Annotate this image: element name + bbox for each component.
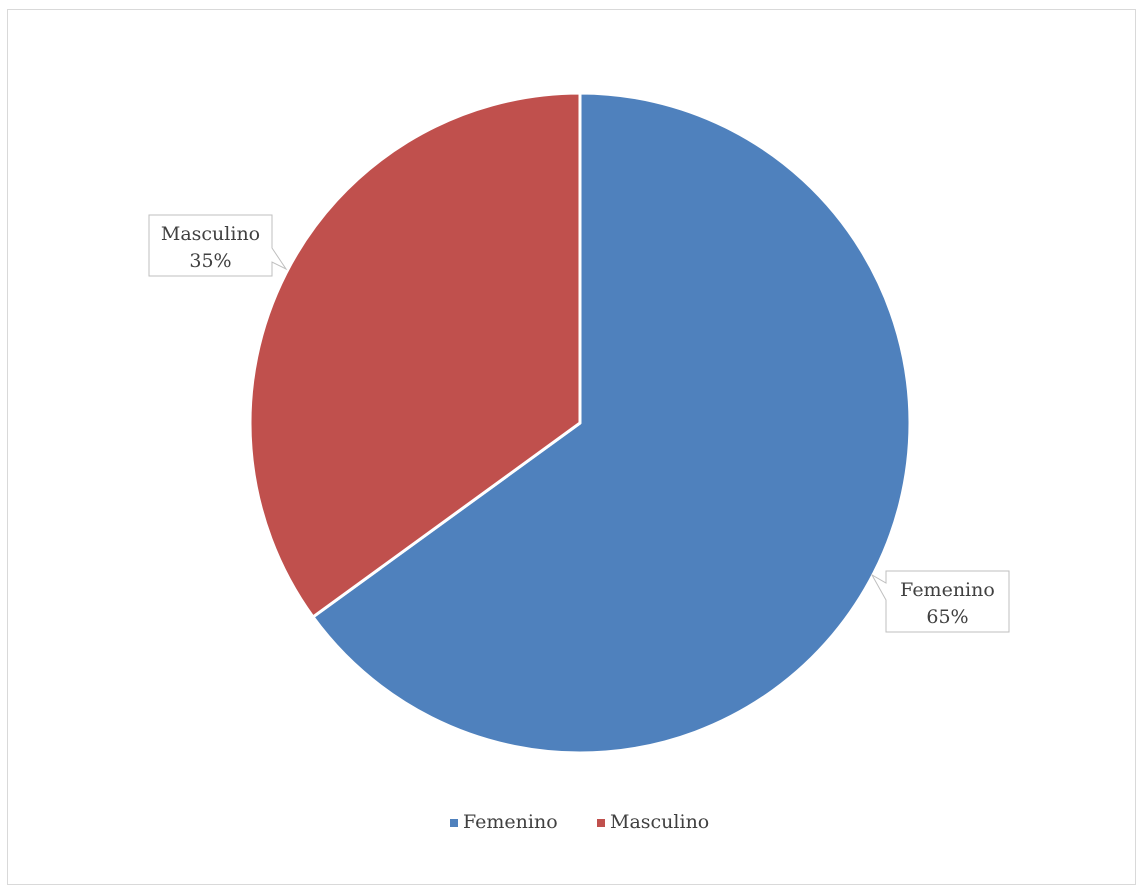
legend-label-masculino: Masculino	[610, 811, 709, 833]
pie-slice-masculino	[248, 91, 582, 619]
legend-swatch-femenino	[450, 819, 458, 827]
data-label-femenino: Femenino 65%	[870, 570, 1010, 633]
data-label-masculino: Masculino 35%	[148, 214, 288, 277]
data-label-box-femenino	[870, 570, 1010, 633]
data-label-value-femenino: 65%	[926, 606, 968, 628]
data-label-callouts: Femenino 65% Masculino 35%	[148, 214, 1010, 633]
legend-entry-femenino: Femenino	[450, 811, 558, 833]
legend-entry-masculino: Masculino	[597, 811, 709, 833]
pie-slice-femenino	[311, 91, 912, 755]
legend-swatch-masculino	[597, 819, 605, 827]
data-label-box-masculino	[148, 214, 288, 277]
data-label-category-masculino: Masculino	[161, 223, 260, 245]
legend-label-femenino: Femenino	[463, 811, 558, 833]
legend: Femenino Masculino	[450, 811, 709, 833]
data-label-value-masculino: 35%	[189, 250, 231, 272]
pie-slices	[248, 91, 912, 755]
data-label-category-femenino: Femenino	[900, 579, 995, 601]
